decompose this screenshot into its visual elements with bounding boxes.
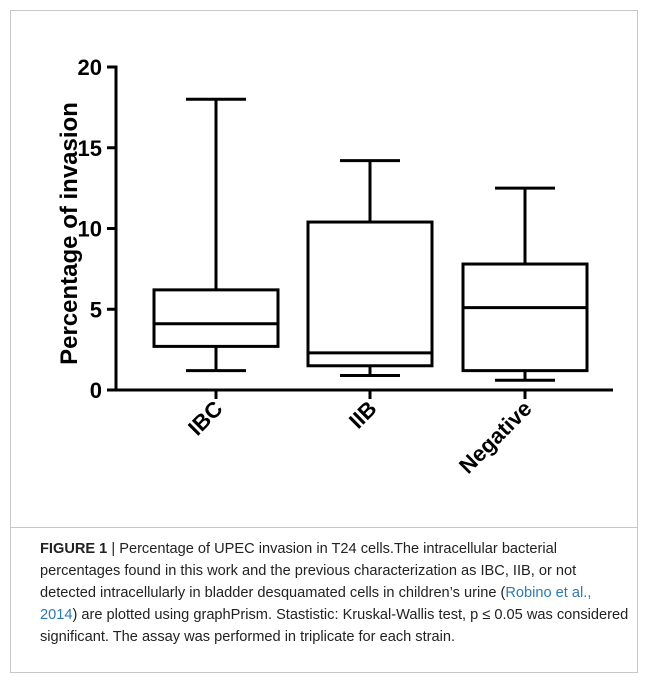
y-tick-label-20: 20	[78, 55, 102, 80]
y-tick-label-10: 10	[78, 217, 102, 242]
x-axis: IBC IIB Negative	[114, 388, 613, 479]
iqr-box-negative	[461, 262, 589, 373]
iqr-box-iib	[306, 220, 434, 368]
y-axis-label: Percentage of invasion	[56, 102, 83, 365]
box-negative	[461, 186, 589, 382]
x-tick-label-iib: IIB	[344, 396, 382, 434]
box-plot-chart: 0 5 10 15 20 IBC IIB Negative Percentage of in…	[56, 55, 613, 479]
boxes	[152, 97, 589, 382]
figure-caption: FIGURE 1 | Percentage of UPEC invasion i…	[40, 538, 632, 648]
x-tick-label-negative: Negative	[454, 396, 537, 479]
caption-text-before-cite: Percentage of UPEC invasion in T24 cells…	[40, 541, 577, 601]
caption-divider	[10, 527, 638, 528]
y-tick-label-5: 5	[90, 297, 102, 322]
iqr-box-ibc	[152, 288, 280, 348]
y-axis: 0 5 10 15 20	[78, 55, 118, 403]
box-iib	[306, 159, 434, 377]
x-tick-label-ibc: IBC	[183, 396, 228, 441]
caption-label: FIGURE 1	[40, 541, 108, 557]
caption-text-after-cite: ) are plotted using graphPrism. Stastist…	[40, 607, 629, 645]
y-tick-label-15: 15	[78, 136, 102, 161]
caption-separator: |	[107, 541, 120, 557]
caption-citation-link[interactable]: Robino et al., 2014	[40, 585, 592, 623]
box-ibc	[152, 97, 280, 373]
y-tick-label-0: 0	[90, 378, 102, 403]
